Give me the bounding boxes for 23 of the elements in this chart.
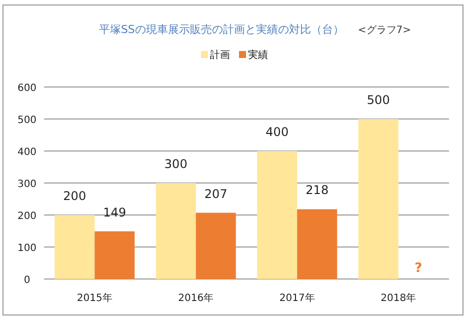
chart-subtitle: <グラフ7> bbox=[358, 25, 412, 36]
y-tick-label: 200 bbox=[17, 211, 37, 222]
data-label: 400 bbox=[266, 125, 289, 139]
chart-title: 平塚SSの現車展示販売の計画と実績の対比（台） bbox=[98, 23, 344, 36]
x-tick-label: 2015年 bbox=[76, 292, 112, 304]
y-tick-label: 400 bbox=[17, 147, 37, 158]
y-tick-label: 100 bbox=[17, 243, 37, 254]
y-tick-label: 0 bbox=[24, 275, 30, 286]
data-label: 300 bbox=[164, 157, 188, 171]
data-label: 149 bbox=[103, 205, 126, 220]
y-tick-label: 300 bbox=[17, 179, 37, 190]
x-tick-label: 2016年 bbox=[178, 292, 214, 304]
legend-label: 計画 bbox=[210, 49, 230, 61]
data-label: 500 bbox=[366, 93, 390, 107]
data-label: 218 bbox=[306, 183, 329, 198]
x-tick-label: 2017年 bbox=[279, 292, 315, 304]
x-tick-label: 2018年 bbox=[380, 292, 416, 304]
legend-label: 実績 bbox=[248, 49, 268, 61]
y-tick-label: 600 bbox=[17, 83, 37, 94]
data-label: 207 bbox=[204, 186, 228, 201]
data-label: 200 bbox=[63, 189, 86, 203]
text: ? bbox=[414, 261, 422, 276]
y-tick-label: 500 bbox=[17, 115, 37, 126]
